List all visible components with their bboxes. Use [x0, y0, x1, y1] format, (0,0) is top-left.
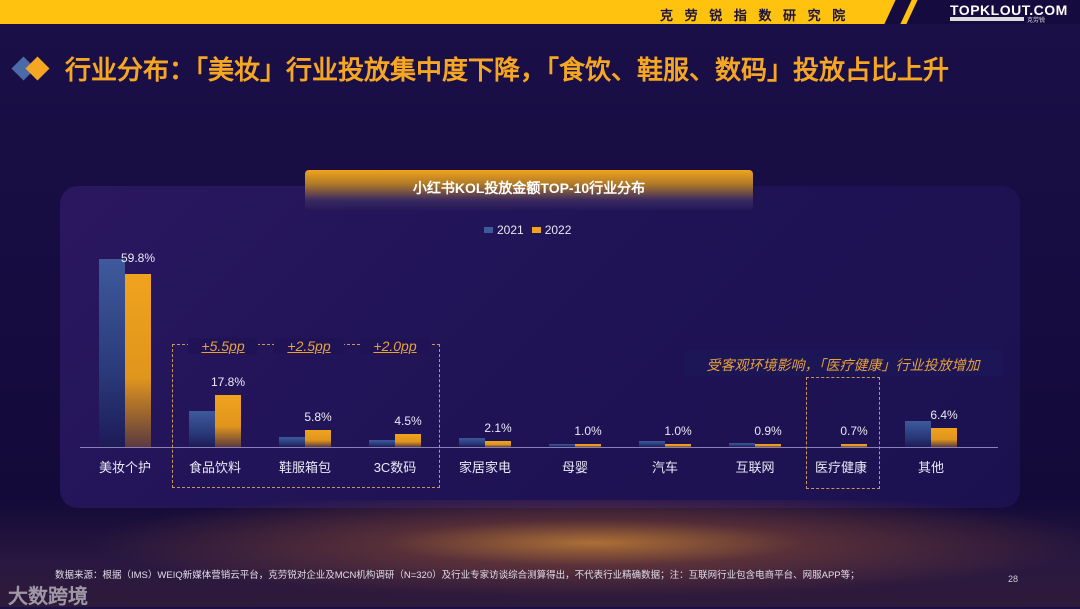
bar-2022 — [665, 444, 691, 447]
category-label: 互联网 — [735, 460, 775, 475]
bar-2022 — [215, 395, 241, 447]
logo-tagline — [950, 17, 1024, 21]
legend-swatch-2021 — [484, 227, 493, 233]
institute-name: 克 劳 锐 指 数 研 究 院 — [660, 8, 850, 23]
watermark: 大数跨境 — [8, 586, 88, 608]
data-label: 1.0% — [574, 424, 602, 438]
category-label: 美妆个护 — [98, 460, 151, 475]
bar-2022 — [395, 433, 421, 447]
bar-2022 — [125, 273, 151, 447]
bar-2021 — [99, 258, 125, 447]
page-number: 28 — [1008, 574, 1019, 584]
legend-label-2022: 2022 — [544, 223, 572, 237]
health-note-box — [684, 350, 1002, 376]
highlight-box-health — [806, 377, 880, 489]
bar-2021 — [729, 443, 755, 447]
decor-wave — [0, 500, 1080, 607]
chart-title-banner — [305, 170, 753, 210]
highlight-box-growth — [172, 344, 440, 488]
bar-2021 — [639, 441, 665, 447]
bar-2022 — [755, 444, 781, 447]
chart-title: 小红书KOL投放金额TOP-10行业分布 — [412, 180, 646, 196]
bar-2021 — [279, 437, 305, 447]
pp-annotation-apparel: +2.5pp — [274, 338, 344, 354]
data-label: 1.0% — [664, 424, 692, 438]
data-label: 5.8% — [304, 410, 332, 425]
bar-2022 — [841, 444, 867, 447]
data-label: 17.8% — [210, 375, 246, 390]
legend-swatch-2022 — [531, 227, 541, 233]
chart-legend: 2021 2022 — [484, 223, 571, 237]
category-label: 3C数码 — [373, 460, 417, 475]
bar-2021 — [369, 439, 395, 447]
data-label: 0.9% — [754, 424, 782, 438]
category-label: 母婴 — [561, 460, 588, 475]
category-label: 医疗健康 — [814, 460, 867, 475]
category-label: 家居家电 — [458, 460, 511, 475]
page-title: 行业分布：「美妆」行业投放集中度下降，「食饮、鞋服、数码」投放占比上升 — [65, 55, 950, 85]
pp-annotation-food: +5.5pp — [188, 338, 258, 354]
legend-label-2021: 2021 — [497, 223, 524, 237]
category-label: 汽车 — [651, 460, 678, 475]
data-label: 4.5% — [394, 413, 422, 428]
category-label: 其他 — [917, 460, 944, 475]
category-label: 鞋服箱包 — [278, 460, 331, 475]
data-label: 59.8% — [120, 250, 156, 265]
category-label: 食品饮料 — [188, 460, 241, 475]
data-label: 2.1% — [484, 420, 512, 435]
pp-annotation-3c: +2.0pp — [360, 338, 430, 354]
bar-2022 — [305, 430, 331, 447]
x-axis — [80, 447, 998, 448]
bar-2021 — [459, 438, 485, 447]
bar-2022 — [931, 428, 957, 447]
health-note: 受客观环境影响，「医疗健康」行业投放增加 — [706, 357, 980, 373]
bar-2021 — [189, 411, 215, 447]
logo-cn: 克劳锐 — [1027, 18, 1046, 24]
data-label: 0.7% — [840, 424, 868, 438]
brand-logo: TOPKLOUT.COM — [950, 2, 1068, 18]
bar-2022 — [575, 444, 601, 447]
data-source: 数据来源：根据（IMS）WEIQ新媒体营销云平台，克劳锐对企业及MCN机构调研（… — [55, 570, 860, 581]
bar-2022 — [485, 440, 511, 447]
data-label: 6.4% — [930, 408, 958, 423]
diamond-icon — [25, 56, 50, 81]
bar-2021 — [905, 420, 931, 447]
bar-2021 — [549, 443, 575, 447]
